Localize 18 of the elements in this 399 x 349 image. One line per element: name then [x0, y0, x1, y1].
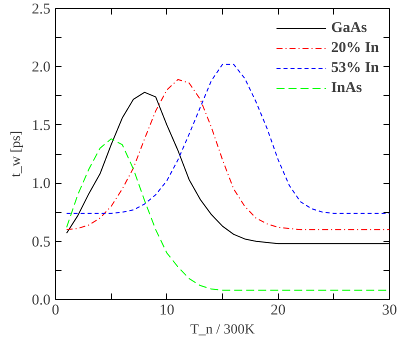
legend-label: 53% In — [331, 58, 379, 78]
x-tick-label: 20 — [270, 302, 286, 318]
y-axis-title: t_w [ps] — [8, 130, 24, 178]
x-tick-label: 30 — [382, 302, 397, 318]
x-tick-label: 10 — [159, 302, 174, 318]
y-tick-label: 0.5 — [32, 234, 50, 250]
x-tick-label: 0 — [52, 302, 60, 318]
line-series — [66, 64, 390, 214]
text: 0.0 — [32, 292, 50, 308]
y-tick-label: 2.5 — [32, 2, 50, 18]
legend-label: 20% In — [331, 38, 379, 58]
line-series — [66, 79, 390, 230]
y-tick-label: 2.0 — [32, 60, 50, 76]
y-tick-label: 1.5 — [32, 118, 50, 134]
legend-label: GaAs — [331, 18, 367, 38]
x-axis-title: T_n / 300K — [190, 322, 255, 338]
y-tick-label: 1.0 — [32, 176, 50, 192]
legend-label: InAs — [331, 78, 362, 98]
